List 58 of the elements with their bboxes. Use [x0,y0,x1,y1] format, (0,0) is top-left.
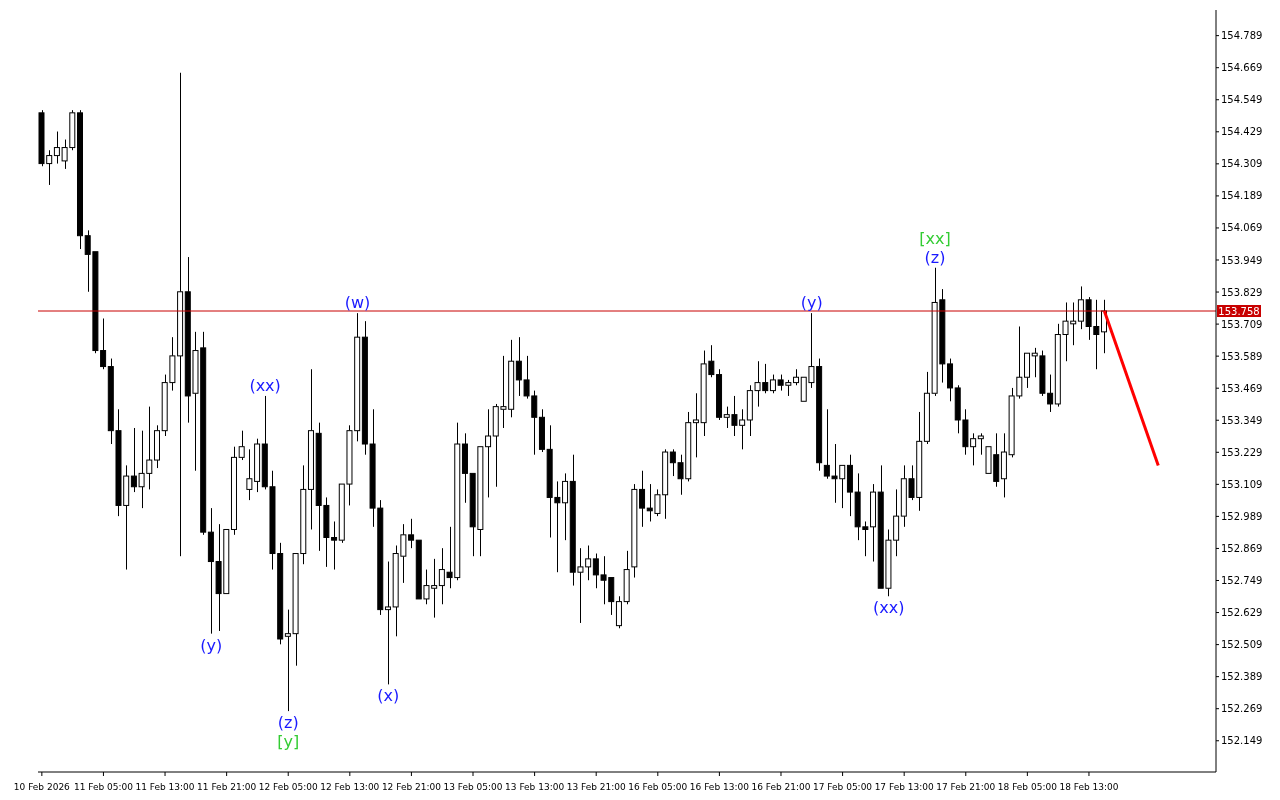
x-tick-label: 11 Feb 05:00 [73,782,134,792]
y-tick-label: 152.389 [1221,671,1263,683]
x-tick-label: 10 Feb 2026 [13,782,71,792]
annotation: (xx) [873,598,905,618]
y-tick-label: 152.149 [1221,735,1263,747]
y-tick-label: 153.949 [1221,254,1263,266]
ref-line-label: 153.758 [1218,306,1260,318]
candlestick [461,432,468,504]
y-tick-label: 154.789 [1221,30,1263,42]
candlestick [631,483,638,579]
annotation: (x) [377,686,400,706]
annotation: (w) [344,293,371,313]
annotation: [xx] [919,228,951,248]
candlestick [384,561,391,685]
x-tick-label: 11 Feb 21:00 [197,782,257,792]
annotation: (z) [277,713,299,733]
x-tick-label: 12 Feb 13:00 [320,782,380,792]
y-tick-label: 154.069 [1221,222,1263,234]
y-tick-label: 152.509 [1221,639,1263,651]
x-tick-label: 17 Feb 13:00 [874,782,934,792]
x-tick-label: 16 Feb 21:00 [751,782,811,792]
x-tick-label: 11 Feb 13:00 [135,782,195,792]
y-tick-label: 153.109 [1221,478,1263,490]
y-tick-label: 153.709 [1221,318,1263,330]
y-tick-label: 152.269 [1221,703,1263,715]
x-tick-label: 16 Feb 13:00 [689,782,750,792]
x-tick-label: 12 Feb 21:00 [381,782,442,792]
annotation: (xx) [249,375,281,395]
y-tick-label: 154.429 [1221,126,1263,138]
x-tick-label: 18 Feb 05:00 [997,782,1058,792]
annotation: [y] [277,732,300,752]
y-tick-label: 153.469 [1221,382,1263,394]
x-tick-label: 13 Feb 13:00 [505,782,565,792]
x-tick-label: 13 Feb 05:00 [443,782,503,792]
y-tick-label: 153.229 [1221,446,1263,458]
candlestick [307,368,314,530]
candlestick [639,470,646,528]
y-tick-label: 153.829 [1221,286,1263,298]
x-tick-label: 17 Feb 05:00 [813,782,873,792]
annotation: (y) [800,293,823,313]
y-tick-label: 152.749 [1221,575,1263,587]
y-tick-label: 152.989 [1221,510,1263,522]
y-tick-label: 153.349 [1221,414,1263,426]
annotation: (z) [924,247,946,267]
x-tick-label: 16 Feb 05:00 [628,782,688,792]
y-tick-label: 153.589 [1221,350,1263,362]
y-tick-label: 152.629 [1221,607,1263,619]
y-tick-label: 154.669 [1221,62,1263,74]
y-tick-label: 154.309 [1221,158,1263,170]
x-tick-label: 17 Feb 21:00 [936,782,996,792]
y-tick-label: 154.549 [1221,94,1263,106]
x-tick-label: 13 Feb 21:00 [566,782,626,792]
x-tick-label: 12 Feb 05:00 [258,782,319,792]
candlestick [230,446,237,536]
y-tick-label: 152.869 [1221,543,1263,554]
y-tick-label: 154.189 [1221,190,1263,202]
annotation: (y) [200,635,223,655]
x-tick-label: 18 Feb 13:00 [1059,782,1119,792]
